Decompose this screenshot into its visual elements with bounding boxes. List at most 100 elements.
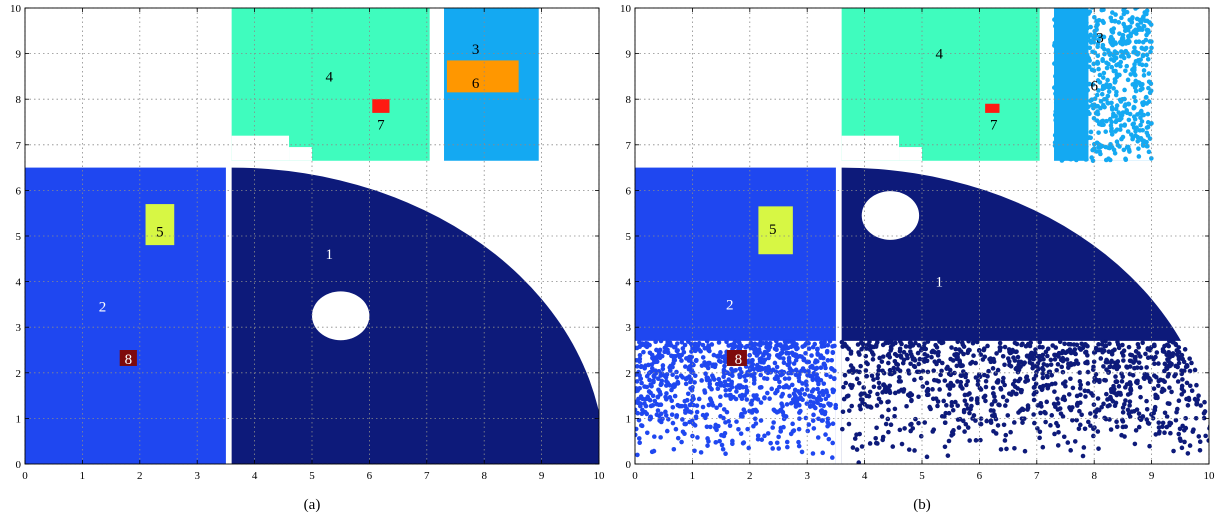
x-tick-label: 9 <box>539 470 545 482</box>
scatter-point <box>1031 397 1037 403</box>
scatter-point <box>689 349 694 354</box>
scatter-point <box>672 393 678 399</box>
region-label: 3 <box>1096 31 1104 47</box>
scatter-point <box>991 391 996 397</box>
scatter-point <box>924 454 930 460</box>
scatter-point <box>1131 104 1137 110</box>
scatter-point <box>1065 440 1071 445</box>
scatter-point <box>871 344 876 350</box>
scatter-point <box>824 388 829 393</box>
scatter-point <box>1002 438 1008 443</box>
scatter-point <box>705 443 710 448</box>
scatter-point <box>777 379 782 385</box>
scatter-point <box>1145 56 1151 62</box>
scatter-point <box>1123 39 1129 45</box>
scatter-point <box>1090 393 1096 398</box>
scatter-point <box>1120 417 1125 423</box>
scatter-point <box>876 368 881 373</box>
scatter-point <box>1091 68 1097 73</box>
scatter-point <box>988 408 994 413</box>
scatter-point <box>1116 384 1122 389</box>
scatter-point <box>987 356 992 362</box>
scatter-point <box>745 426 750 432</box>
scatter-point <box>1103 157 1109 163</box>
scatter-point <box>832 343 837 349</box>
scatter-point <box>804 401 810 406</box>
scatter-point <box>848 363 854 368</box>
scatter-point <box>675 348 680 353</box>
scatter-point <box>1101 20 1106 26</box>
scatter-point <box>658 373 663 378</box>
scatter-point <box>1134 125 1139 131</box>
scatter-point <box>722 354 727 359</box>
scatter-point <box>1000 394 1006 400</box>
scatter-point <box>978 421 983 427</box>
scatter-point <box>1002 362 1007 368</box>
scatter-point <box>1187 443 1193 448</box>
scatter-point <box>969 403 974 409</box>
scatter-point <box>750 362 755 367</box>
scatter-point <box>885 416 891 422</box>
scatter-point <box>751 381 757 386</box>
scatter-point <box>816 416 821 422</box>
scatter-point <box>892 413 897 419</box>
scatter-point <box>877 385 882 390</box>
scatter-point <box>1015 354 1021 360</box>
scatter-point <box>830 455 835 460</box>
scatter-point <box>644 430 650 436</box>
scatter-point <box>774 338 779 344</box>
scatter-point <box>891 369 897 375</box>
scatter-point <box>646 362 651 368</box>
scatter-point <box>956 425 962 430</box>
x-tick-label: 5 <box>919 470 925 482</box>
scatter-point <box>1040 371 1045 376</box>
scatter-point <box>666 416 671 422</box>
scatter-point <box>1108 394 1113 400</box>
scatter-point <box>802 391 808 397</box>
scatter-point <box>1056 429 1061 435</box>
scatter-point <box>635 410 641 416</box>
scatter-point <box>649 383 654 389</box>
scatter-point <box>967 410 972 416</box>
scatter-point <box>887 367 893 373</box>
scatter-point <box>1196 434 1202 439</box>
scatter-point <box>751 423 756 429</box>
scatter-point <box>1088 411 1093 416</box>
scatter-point <box>908 428 913 434</box>
scatter-point <box>809 353 814 358</box>
scatter-point <box>1183 415 1188 421</box>
scatter-point <box>1094 22 1100 28</box>
region-7-area <box>372 99 390 113</box>
scatter-point <box>1070 418 1075 423</box>
scatter-point <box>989 402 995 407</box>
scatter-point <box>854 447 860 452</box>
scatter-point <box>1052 431 1057 437</box>
scatter-point <box>1136 344 1142 350</box>
scatter-point <box>965 406 971 411</box>
scatter-point <box>1127 403 1132 408</box>
scatter-point <box>702 390 708 395</box>
scatter-point <box>1031 363 1036 369</box>
scatter-point <box>769 386 775 392</box>
scatter-point <box>819 344 825 349</box>
scatter-point <box>939 368 944 374</box>
scatter-point <box>647 342 652 348</box>
scatter-point <box>1104 65 1110 71</box>
scatter-point <box>718 394 723 400</box>
scatter-point <box>638 403 643 409</box>
scatter-point <box>1109 119 1114 125</box>
scatter-point <box>1041 357 1046 362</box>
scatter-point <box>657 348 662 354</box>
scatter-point <box>1107 403 1112 408</box>
scatter-point <box>939 414 945 419</box>
scatter-point <box>796 375 802 381</box>
scatter-point <box>793 353 799 358</box>
scatter-point <box>1140 100 1145 106</box>
scatter-point <box>639 411 645 417</box>
scatter-point <box>791 391 797 396</box>
region-label: 5 <box>156 224 164 240</box>
scatter-point <box>913 416 918 422</box>
scatter-point <box>1089 155 1094 160</box>
x-tick-label: 3 <box>194 470 200 482</box>
scatter-point <box>688 358 693 363</box>
